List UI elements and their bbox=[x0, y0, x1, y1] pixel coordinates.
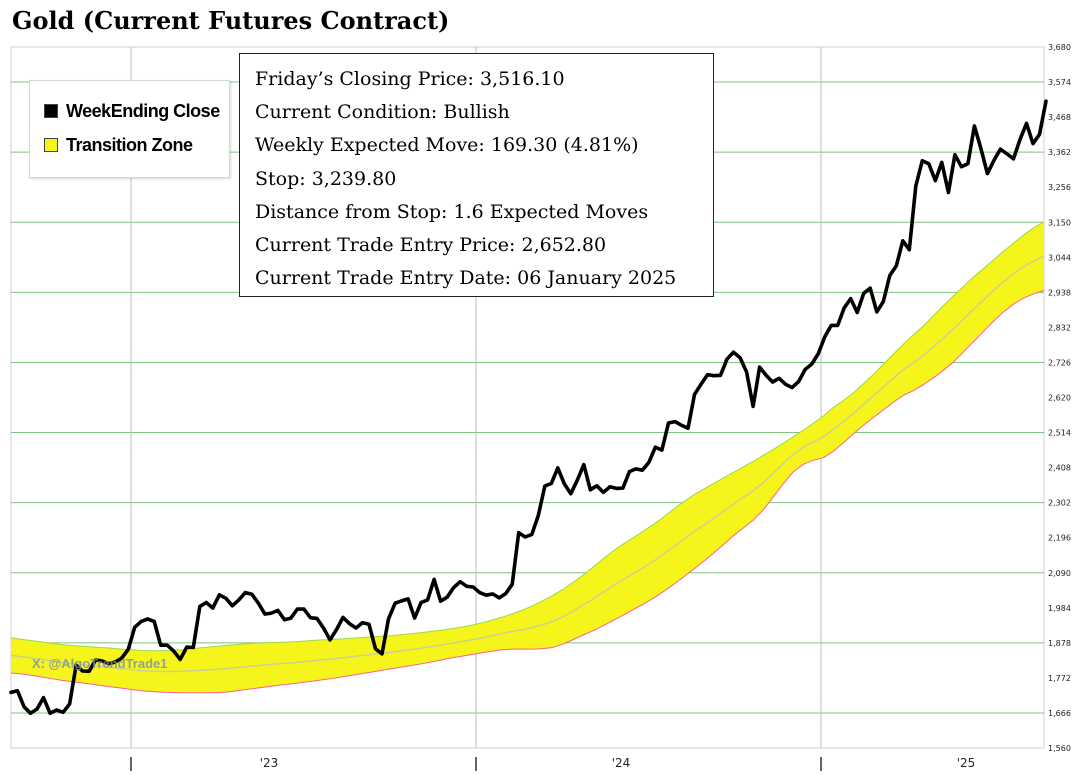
y-tick-label: 2,408 bbox=[1048, 464, 1071, 473]
y-tick-label: 2,090 bbox=[1048, 569, 1071, 578]
weekending-close-line bbox=[9, 99, 1048, 716]
transition-zone-lower bbox=[10, 289, 1045, 694]
info-entry-price: Current Trade Entry Price: 2,652.80 bbox=[255, 234, 607, 257]
y-tick-label: 2,196 bbox=[1048, 534, 1071, 543]
legend-swatch-zone bbox=[44, 138, 58, 152]
y-tick-label: 2,302 bbox=[1048, 499, 1071, 508]
y-tick-label: 1,878 bbox=[1048, 639, 1071, 648]
y-tick-label: 1,560 bbox=[1048, 744, 1071, 753]
transition-zone bbox=[10, 221, 1045, 694]
info-entry-date: Current Trade Entry Date: 06 January 202… bbox=[255, 267, 677, 290]
legend-item-close: WeekEnding Close bbox=[44, 99, 220, 123]
y-tick-label: 1,984 bbox=[1048, 604, 1071, 613]
info-distance-from-stop: Distance from Stop: 1.6 Expected Moves bbox=[255, 200, 649, 223]
y-tick-label: 1,772 bbox=[1048, 674, 1071, 683]
legend-label-zone: Transition Zone bbox=[66, 134, 193, 155]
y-tick-label: 3,150 bbox=[1048, 218, 1071, 227]
watermark: X: @AlgoTrendTrade1 bbox=[32, 656, 168, 671]
legend-item-zone: Transition Zone bbox=[44, 133, 193, 157]
chart-title: Gold (Current Futures Contract) bbox=[12, 6, 450, 35]
y-tick-label: 3,362 bbox=[1048, 148, 1071, 157]
y-tick-label: 3,574 bbox=[1048, 78, 1071, 87]
price-series bbox=[9, 99, 1048, 716]
plot-frame bbox=[10, 46, 1045, 749]
y-tick-label: 1,666 bbox=[1048, 709, 1071, 718]
axes: 1,560 1,666 1,772 1,878 1,984 2,090 2,196 2,302… bbox=[130, 43, 1071, 771]
info-stop: Stop: 3,239.80 bbox=[255, 167, 397, 190]
y-tick-label: 2,938 bbox=[1048, 288, 1071, 297]
y-tick-label: 3,044 bbox=[1048, 253, 1071, 262]
transition-zone-upper bbox=[10, 221, 1045, 652]
y-tick-label: 3,256 bbox=[1048, 183, 1071, 192]
info-condition: Current Condition: Bullish bbox=[255, 101, 510, 124]
y-tick-label: 3,468 bbox=[1048, 113, 1071, 122]
y-tick-label: 2,620 bbox=[1048, 394, 1071, 403]
info-expected-move: Weekly Expected Move: 169.30 (4.81%) bbox=[255, 134, 639, 157]
x-tick-label: '24 bbox=[612, 756, 631, 770]
x-tick-label: '23 bbox=[260, 756, 279, 770]
legend-label-close: WeekEnding Close bbox=[66, 100, 220, 121]
legend: WeekEnding Close Transition Zone bbox=[29, 80, 230, 178]
y-tick-label: 3,680 bbox=[1048, 43, 1071, 52]
y-tick-label: 2,726 bbox=[1048, 358, 1071, 367]
transition-zone-midline bbox=[10, 255, 1045, 673]
x-tick-label: '25 bbox=[957, 756, 976, 770]
y-tick-label: 2,832 bbox=[1048, 323, 1071, 332]
info-box: Friday’s Closing Price: 3,516.10 Current… bbox=[239, 53, 714, 297]
y-tick-label: 2,514 bbox=[1048, 429, 1071, 438]
info-closing-price: Friday’s Closing Price: 3,516.10 bbox=[255, 68, 565, 90]
legend-swatch-close bbox=[44, 104, 58, 118]
